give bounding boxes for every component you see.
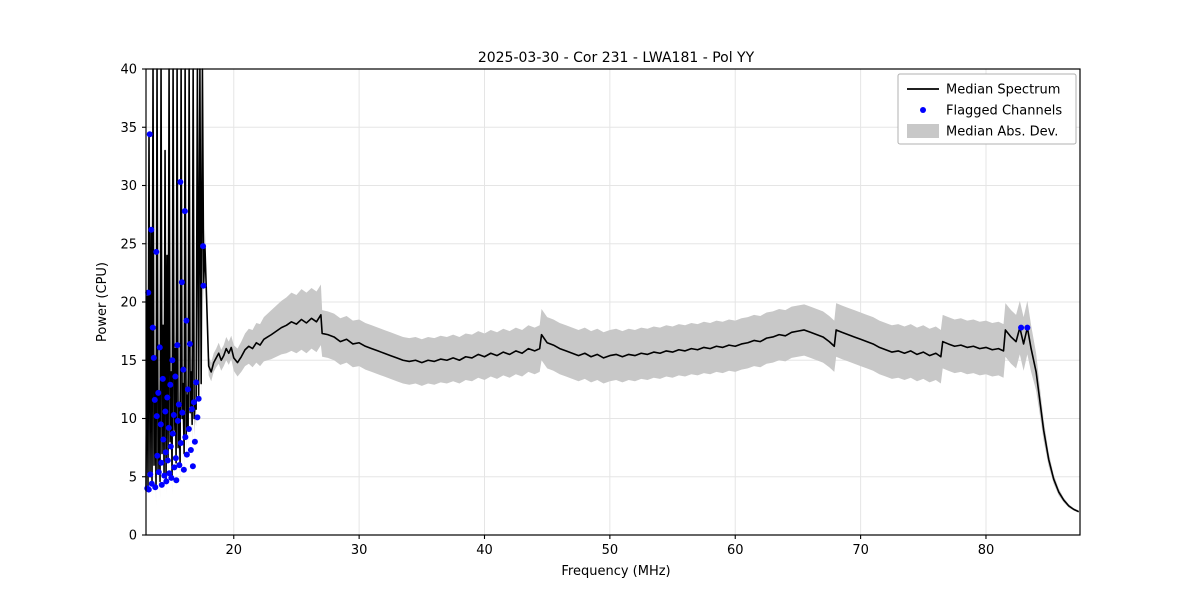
flagged-channel-point (167, 443, 174, 450)
flagged-channel-point (185, 425, 192, 432)
x-axis-label: Frequency (MHz) (561, 564, 670, 579)
flagged-channel-point (176, 462, 183, 469)
flagged-channel-point (186, 340, 193, 347)
legend-item-label: Flagged Channels (946, 104, 1062, 119)
x-tick-label: 70 (852, 543, 869, 558)
median-spectrum-line (145, 68, 1080, 513)
flagged-channel-point (164, 457, 171, 464)
flagged-channel-point (164, 394, 171, 401)
flagged-channel-point (153, 248, 160, 255)
flagged-channel-point (169, 430, 176, 437)
flagged-channel-point (159, 375, 166, 382)
x-tick-label: 50 (602, 543, 619, 558)
flagged-channel-point (180, 366, 187, 373)
flagged-channel-point (157, 421, 164, 428)
flagged-channel-point (1024, 324, 1031, 331)
x-tick-label: 80 (978, 543, 995, 558)
x-tick-label: 40 (476, 543, 493, 558)
flagged-channel-point (158, 481, 165, 488)
x-tick-label: 20 (225, 543, 242, 558)
legend-box[interactable]: Median Spectrum Flagged Channels Median Ab… (897, 73, 1077, 145)
flagged-channel-point (146, 131, 153, 138)
y-axis-label: Power (CPU) (95, 262, 110, 342)
flagged-channel-point (155, 469, 162, 476)
flagged-channel-point (200, 243, 207, 250)
flagged-channel-point (148, 226, 155, 233)
flagged-channel-point (163, 478, 170, 485)
flagged-channel-point (172, 373, 179, 380)
legend-item-label: Median Spectrum (946, 83, 1060, 98)
flagged-channel-point (179, 409, 186, 416)
y-tick-label: 40 (120, 63, 137, 78)
y-tick-label: 20 (120, 296, 137, 311)
flagged-channel-point (181, 208, 188, 215)
x-tick-label: 30 (351, 543, 368, 558)
flagged-channel-point (154, 452, 161, 459)
flagged-channel-point (153, 413, 160, 420)
flagged-channel-point (145, 289, 152, 296)
flagged-channel-point (152, 484, 159, 491)
flagged-channel-point (189, 463, 196, 470)
y-tick-label: 30 (120, 179, 137, 194)
flagged-channel-point (169, 357, 176, 364)
x-tick-label: 60 (727, 543, 744, 558)
flagged-channel-point (158, 459, 165, 466)
flagged-channel-point (155, 389, 162, 396)
flagged-channel-point (177, 179, 184, 186)
flagged-channel-point (145, 486, 152, 493)
median-spectrum-path (145, 68, 1080, 513)
flagged-channel-point (170, 412, 177, 419)
flagged-channel-point (151, 396, 158, 403)
y-tick-label: 0 (129, 529, 137, 544)
flagged-channel-point (171, 464, 178, 471)
flagged-channel-point (160, 436, 167, 443)
flagged-channel-point (195, 395, 202, 402)
flagged-channel-point (147, 471, 154, 478)
flagged-channel-point (175, 401, 182, 408)
axis-ticks: 20 30 40 50 60 70 80 0 5 10 15 20 25 30 35 40 (120, 63, 994, 559)
legend-background (897, 73, 1077, 145)
flagged-channels-points (144, 131, 1031, 493)
flagged-channel-point (182, 434, 189, 441)
y-tick-label: 35 (120, 121, 137, 136)
flagged-channel-point (194, 414, 201, 421)
flagged-channel-point (156, 344, 163, 351)
flagged-channel-point (200, 282, 207, 289)
y-tick-label: 15 (120, 354, 137, 369)
flagged-channel-point (165, 424, 172, 431)
flagged-channel-point (168, 474, 175, 481)
flagged-channel-point (193, 379, 200, 386)
flagged-channel-point (188, 406, 195, 413)
flagged-channel-point (174, 342, 181, 349)
legend-dot-swatch (920, 107, 926, 113)
flagged-channel-point (177, 439, 184, 446)
flagged-channel-point (173, 477, 180, 484)
flagged-channel-point (149, 324, 156, 331)
flagged-channel-point (166, 470, 173, 477)
flagged-channel-point (191, 438, 198, 445)
flagged-channel-point (178, 279, 185, 286)
legend-item-label: Median Abs. Dev. (946, 125, 1058, 140)
flagged-channel-point (180, 466, 187, 473)
flagged-channel-point (161, 472, 168, 479)
legend-band-swatch (907, 124, 939, 138)
flagged-channel-point (1018, 324, 1025, 331)
flagged-channel-point (162, 449, 169, 456)
flagged-channel-point (183, 317, 190, 324)
flagged-channel-point (190, 399, 197, 406)
flagged-channel-point (174, 417, 181, 424)
y-tick-label: 10 (120, 412, 137, 427)
flagged-channel-point (187, 446, 194, 453)
y-tick-label: 5 (129, 470, 137, 485)
flagged-channel-point (184, 386, 191, 393)
flagged-channel-point (162, 408, 169, 415)
y-tick-label: 25 (120, 237, 137, 252)
flagged-channel-point (183, 451, 190, 458)
flagged-channel-point (167, 381, 174, 388)
flagged-channel-point (172, 455, 179, 462)
flagged-channel-point (150, 354, 157, 361)
page-title: 2025-03-30 - Cor 231 - LWA181 - Pol YY (478, 50, 755, 66)
